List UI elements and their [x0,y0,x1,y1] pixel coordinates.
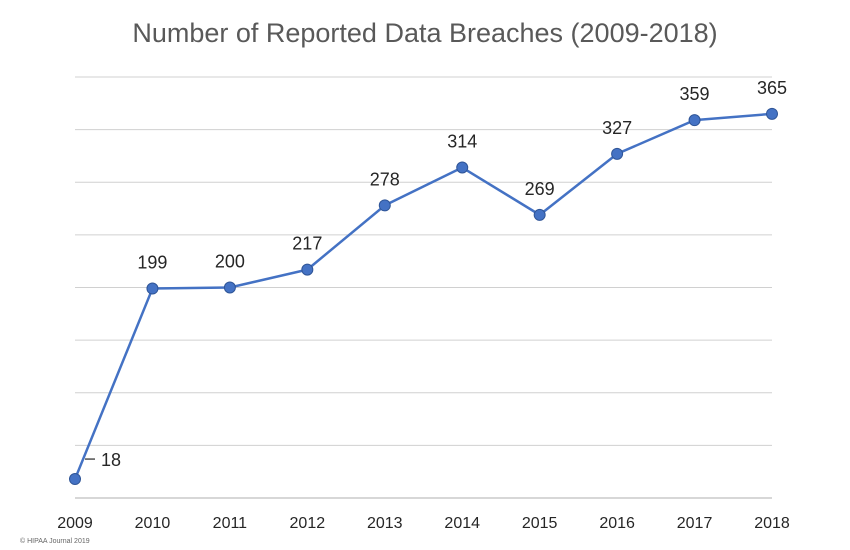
x-tick-2012: 2012 [290,515,326,532]
chart-title: Number of Reported Data Breaches (2009-2… [132,18,718,48]
data-point-2011 [223,281,236,294]
x-tick-2016: 2016 [599,515,635,532]
x-tick-2013: 2013 [367,515,403,532]
x-tick-2009: 2009 [57,515,93,532]
data-point-2012 [301,263,314,276]
data-point-2009 [69,473,81,486]
data-point-2013 [378,199,391,212]
data-label-2017: 359 [680,84,710,104]
data-label-2016: 327 [602,118,632,138]
data-point-2017 [688,114,701,127]
data-point-2010 [146,282,159,295]
data-label-2010: 199 [137,253,167,273]
data-point-2018 [766,107,778,120]
data-label-2012: 217 [292,234,322,254]
x-tick-2015: 2015 [522,515,558,532]
x-tick-2017: 2017 [677,515,713,532]
x-tick-2011: 2011 [213,515,248,532]
data-label-2018: 365 [757,78,787,98]
data-point-2015 [533,208,546,221]
x-tick-2014: 2014 [444,515,480,532]
series-line [73,112,773,480]
x-tick-2010: 2010 [135,515,171,532]
data-label-2014: 314 [447,132,477,152]
data-point-2014 [456,161,469,174]
data-label-2011: 200 [215,252,245,272]
data-point-2016 [611,147,624,160]
data-label-2013: 278 [370,169,400,189]
data-label-2015: 269 [525,179,555,199]
copyright-credit: © HIPAA Journal 2019 [20,538,90,545]
data-label-2009: 18 [101,450,121,470]
x-tick-2018: 2018 [754,515,790,532]
